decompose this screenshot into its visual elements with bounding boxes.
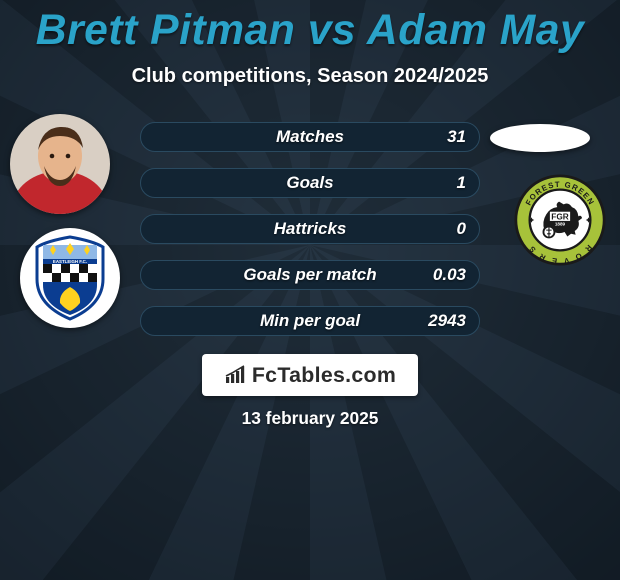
stat-row: Matches31 [140,122,480,152]
crest-center-text: FGR [551,213,568,222]
crest-year: 1889 [555,222,566,227]
fgr-crest-icon: FOREST GREEN R O V E R S [514,174,606,266]
stat-row: Goals1 [140,168,480,198]
player1-avatar [10,114,110,214]
stat-row: Goals per match0.03 [140,260,480,290]
player2-avatar [490,124,590,152]
stat-value: 0 [457,214,466,244]
stat-label: Matches [140,122,480,152]
stat-label: Goals per match [140,260,480,290]
stat-value: 1 [457,168,466,198]
brand-box: FcTables.com [202,354,418,396]
page-title: Brett Pitman vs Adam May [0,0,620,55]
brand-text: FcTables.com [252,363,396,388]
player1-club-badge: EASTLEIGH F.C. [20,228,120,328]
stat-value: 0.03 [433,260,466,290]
date-text: 13 february 2025 [0,408,620,429]
brand-chart-icon [224,365,248,385]
stat-label: Hattricks [140,214,480,244]
crest-text: EASTLEIGH F.C. [53,259,87,264]
player2-club-badge: FOREST GREEN R O V E R S [510,170,610,270]
subtitle: Club competitions, Season 2024/2025 [0,65,620,88]
stat-value: 2943 [428,306,466,336]
stat-label: Goals [140,168,480,198]
stats-bars: Matches31 Goals1 Hattricks0 Goals per match… [140,122,480,352]
stat-row: Min per goal2943 [140,306,480,336]
eastleigh-crest-icon: EASTLEIGH F.C. [33,235,107,321]
stat-value: 31 [447,122,466,152]
stat-row: Hattricks0 [140,214,480,244]
